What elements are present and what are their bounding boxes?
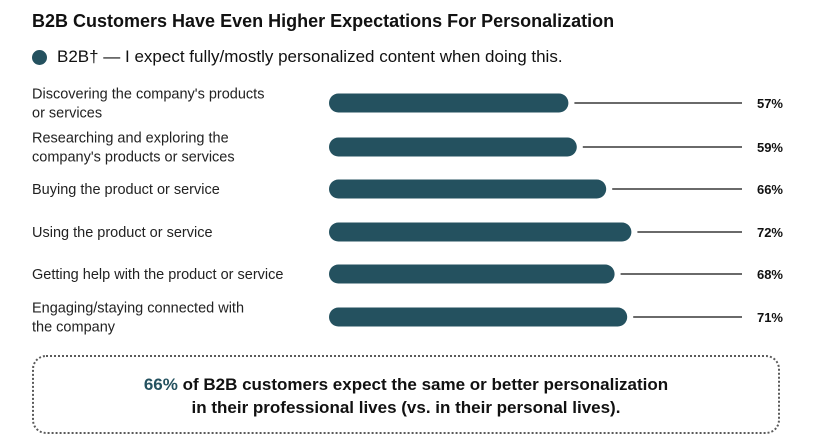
category-label-line: Engaging/staying connected with: [32, 301, 244, 317]
bar: [329, 222, 632, 242]
bar: [329, 179, 607, 199]
category-label: Getting help with the product or service: [32, 267, 283, 283]
callout-line-1: 66% of B2B customers expect the same or …: [34, 373, 778, 396]
legend-label: B2B† — I expect fully/mostly personalize…: [57, 47, 563, 66]
bar-chart: Discovering the company's products or ser…: [32, 87, 783, 336]
category-label: Researching and exploring the company's p…: [32, 131, 235, 166]
category-label: Discovering the company's products or ser…: [32, 87, 264, 122]
bar: [329, 137, 577, 157]
category-label: Buying the product or service: [32, 182, 220, 198]
legend: B2B† — I expect fully/mostly personalize…: [32, 45, 563, 69]
bar: [329, 264, 615, 284]
category-label-line: the company: [32, 320, 116, 336]
callout-line-1-text: of B2B customers expect the same or bett…: [177, 375, 669, 394]
value-label: 72%: [757, 225, 783, 240]
callout-highlight: 66%: [143, 375, 178, 394]
value-label: 68%: [757, 267, 783, 282]
value-label: 66%: [757, 182, 783, 197]
bar: [329, 93, 569, 113]
category-label-line: Using the product or service: [32, 225, 213, 241]
category-label-line: Discovering the company's products: [32, 87, 264, 103]
category-label-line: company's products or services: [32, 150, 235, 166]
category-label: Using the product or service: [32, 225, 213, 241]
category-label: Engaging/staying connected with the compa…: [32, 301, 244, 336]
category-label-line: Buying the product or service: [32, 182, 220, 198]
category-label-line: or services: [32, 106, 102, 122]
value-label: 59%: [757, 140, 783, 155]
chart-title: B2B Customers Have Even Higher Expectati…: [32, 11, 615, 31]
bar: [329, 307, 628, 327]
value-label: 57%: [757, 96, 783, 111]
legend-swatch: [32, 49, 47, 65]
callout-box: 66% of B2B customers expect the same or …: [32, 355, 780, 434]
callout-line-2: in their professional lives (vs. in thei…: [191, 398, 621, 417]
value-label: 71%: [757, 310, 783, 325]
category-label-line: Getting help with the product or service: [32, 267, 283, 283]
category-label-line: Researching and exploring the: [32, 131, 229, 147]
